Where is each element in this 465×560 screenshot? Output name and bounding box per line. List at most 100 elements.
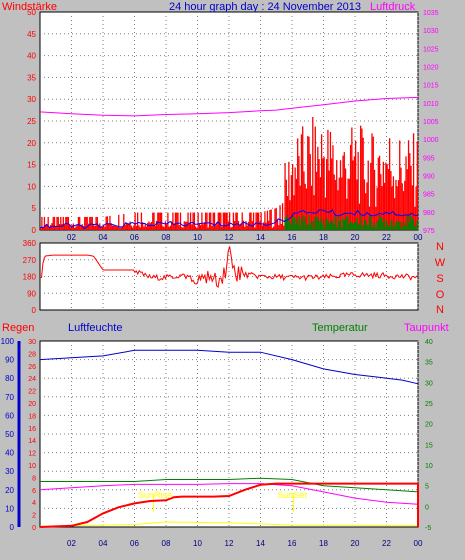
x-tick-label: 08 xyxy=(162,539,171,548)
rain-tick-label: 0 xyxy=(32,525,36,532)
x-tick-label: 10 xyxy=(193,233,202,242)
x-tick-label: 10 xyxy=(193,539,202,548)
x-tick-label: 18 xyxy=(319,233,328,242)
legend-temperatur: Temperatur xyxy=(312,322,368,334)
humidity-tick-label: 10 xyxy=(5,504,14,513)
humidity-tick-label: 100 xyxy=(1,337,15,346)
pressure-tick-label: 1035 xyxy=(423,10,439,17)
compass-n-bottom: N xyxy=(436,304,444,316)
legend-regen: Regen xyxy=(2,322,34,334)
temperature-tick-label: 10 xyxy=(425,463,433,470)
temperature-tick-label: 30 xyxy=(425,380,433,387)
temperature-tick-label: 40 xyxy=(425,339,433,346)
x-tick-label: 06 xyxy=(130,539,139,548)
x-tick-label: 14 xyxy=(256,539,265,548)
page-title: 24 hour graph day : 24 November 2013 xyxy=(169,1,361,13)
wind-tick-label: 25 xyxy=(27,117,36,126)
pressure-tick-label: 1015 xyxy=(423,83,439,90)
rain-tick-label: 22 xyxy=(28,389,36,396)
x-tick-label: 08 xyxy=(162,233,171,242)
humidity-tick-label: 50 xyxy=(5,430,14,439)
x-tick-label: 12 xyxy=(225,539,234,548)
x-tick-label: 20 xyxy=(351,539,360,548)
humidity-tick-label: 60 xyxy=(5,411,14,420)
x-tick-label: 02 xyxy=(67,539,76,548)
rain-tick-label: 24 xyxy=(28,376,36,383)
humidity-tick-label: 90 xyxy=(5,356,14,365)
bottom-grid xyxy=(40,341,419,527)
temperature-tick-label: 25 xyxy=(425,401,433,408)
temperature-tick-label: 0 xyxy=(425,504,429,511)
pressure-label: Luftdruck xyxy=(370,1,416,13)
pressure-tick-label: 995 xyxy=(423,155,435,162)
humidity-tick-label: 0 xyxy=(10,523,15,532)
temperature-tick-label: 5 xyxy=(425,484,429,491)
rain-tick-label: 28 xyxy=(28,351,36,358)
x-tick-label: 12 xyxy=(225,233,234,242)
rain-tick-label: 18 xyxy=(28,413,36,420)
rain-rate-line xyxy=(39,521,419,527)
sunrise-label: SunRise xyxy=(138,490,172,500)
rain-tick-label: 20 xyxy=(28,401,36,408)
compass-n-top: N xyxy=(436,241,444,253)
wind-tick-label: 5 xyxy=(32,204,37,213)
legend-luftfeuchte: Luftfeuchte xyxy=(68,322,122,334)
direction-tick-label: 360 xyxy=(23,239,37,248)
x-tick-label: 06 xyxy=(130,233,139,242)
humidity-tick-label: 20 xyxy=(5,486,14,495)
axes: 0510152025303540455097598098599099510001… xyxy=(1,8,439,548)
humidity-tick-label: 80 xyxy=(5,374,14,383)
humidity-tick-label: 70 xyxy=(5,393,14,402)
x-tick-label: 04 xyxy=(99,539,108,548)
rain-tick-label: 2 xyxy=(32,513,36,520)
pressure-tick-label: 1005 xyxy=(423,119,439,126)
pressure-tick-label: 1030 xyxy=(423,28,439,35)
direction-tick-label: 180 xyxy=(23,273,37,282)
compass-o: O xyxy=(436,289,445,301)
wind-tick-label: 35 xyxy=(27,73,36,82)
x-tick-label: 04 xyxy=(99,233,108,242)
wind-tick-label: 45 xyxy=(27,30,36,39)
temperature-tick-label: 20 xyxy=(425,422,433,429)
compass-s: S xyxy=(436,273,443,285)
rain-tick-label: 26 xyxy=(28,364,36,371)
humidity-tick-label: 40 xyxy=(5,449,14,458)
wind-label: Windstärke xyxy=(2,1,57,13)
pressure-tick-label: 985 xyxy=(423,192,435,199)
temperature-tick-label: 15 xyxy=(425,442,433,449)
wind-tick-label: 0 xyxy=(32,226,37,235)
pressure-tick-label: 1000 xyxy=(423,137,439,144)
rain-tick-label: 30 xyxy=(28,339,36,346)
x-tick-label: 00 xyxy=(414,233,423,242)
wind-tick-label: 30 xyxy=(27,95,36,104)
x-tick-label: 02 xyxy=(67,233,76,242)
rain-tick-label: 4 xyxy=(32,500,36,507)
top-grid xyxy=(40,12,419,230)
temperature-line xyxy=(40,477,419,493)
wind-tick-label: 10 xyxy=(27,182,36,191)
dewpoint-line xyxy=(39,483,419,505)
rain-tick-label: 16 xyxy=(28,426,36,433)
x-tick-label: 22 xyxy=(382,539,391,548)
sunset-label: SunSet xyxy=(277,490,307,500)
rain-tick-label: 14 xyxy=(28,438,36,445)
temperature-tick-label: -5 xyxy=(425,525,431,532)
humidity-line xyxy=(39,349,419,385)
wind-direction-line xyxy=(40,245,419,289)
wind-tick-label: 50 xyxy=(27,8,36,17)
rain-tick-label: 6 xyxy=(32,488,36,495)
wind-tick-label: 20 xyxy=(27,139,36,148)
direction-tick-label: 90 xyxy=(27,289,36,298)
x-tick-label: 14 xyxy=(256,233,265,242)
wind-tick-label: 15 xyxy=(27,161,36,170)
pressure-tick-label: 1020 xyxy=(423,65,439,72)
wind-tick-label: 40 xyxy=(27,52,36,61)
pressure-line xyxy=(39,96,419,117)
x-tick-label: 22 xyxy=(382,233,391,242)
temperature-tick-label: 35 xyxy=(425,360,433,367)
humidity-tick-label: 30 xyxy=(5,467,14,476)
bottom-data xyxy=(39,349,419,528)
direction-tick-label: 270 xyxy=(23,256,37,265)
